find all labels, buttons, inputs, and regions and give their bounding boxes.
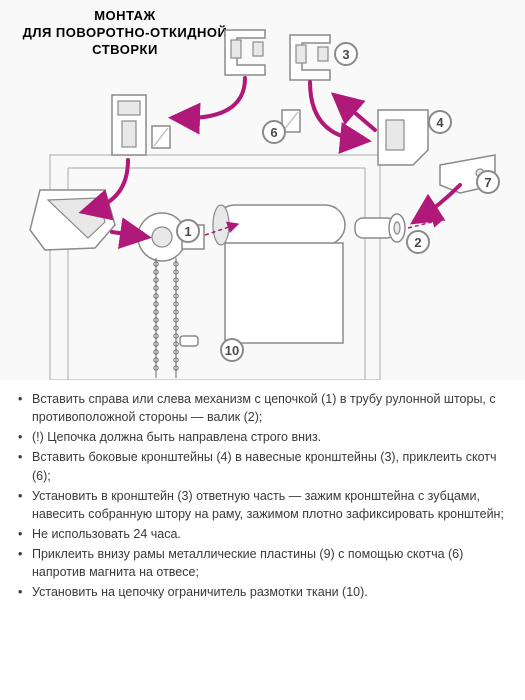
callout-6: 6 xyxy=(262,120,286,144)
instruction-item: Установить на цепочку ограничитель размо… xyxy=(18,583,507,601)
instruction-item: Приклеить внизу рамы металлические пласт… xyxy=(18,545,507,581)
callout-1: 1 xyxy=(176,219,200,243)
assembly-diagram: МОНТАЖ ДЛЯ ПОВОРОТНО-ОТКИДНОЙ СТВОРКИ xyxy=(0,0,525,380)
callout-4: 4 xyxy=(428,110,452,134)
callout-7: 7 xyxy=(476,170,500,194)
instructions-block: Вставить справа или слева механизм с цеп… xyxy=(0,380,525,617)
instruction-item: Вставить справа или слева механизм с цеп… xyxy=(18,390,507,426)
instructions-list: Вставить справа или слева механизм с цеп… xyxy=(18,390,507,601)
diagram-svg xyxy=(0,0,525,380)
callout-3: 3 xyxy=(334,42,358,66)
instruction-item: Вставить боковые кронштейны (4) в навесн… xyxy=(18,448,507,484)
instruction-item: Установить в кронштейн (3) ответную част… xyxy=(18,487,507,523)
instruction-item: (!) Цепочка должна быть направлена строг… xyxy=(18,428,507,446)
instruction-item: Не использовать 24 часа. xyxy=(18,525,507,543)
callout-10: 10 xyxy=(220,338,244,362)
callout-2: 2 xyxy=(406,230,430,254)
